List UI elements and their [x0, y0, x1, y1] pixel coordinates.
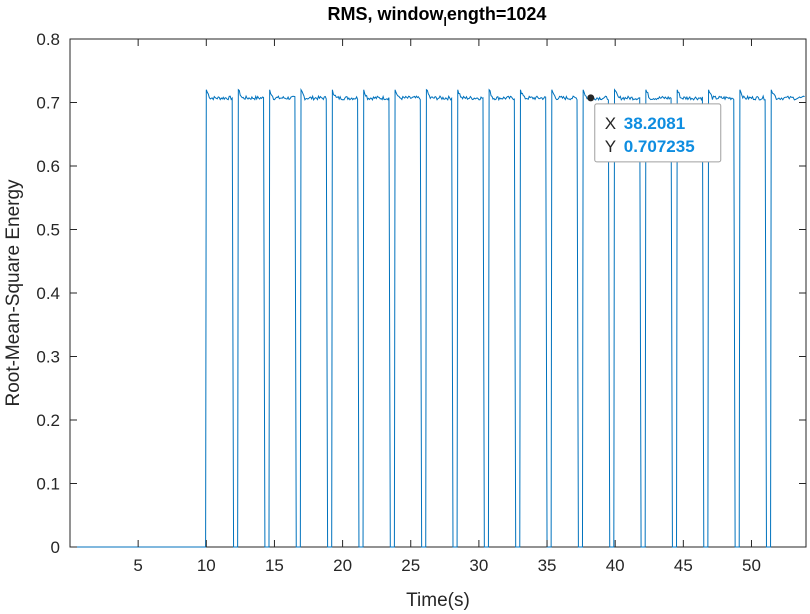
x-axis-label: Time(s)	[406, 590, 470, 611]
chart-title: RMS, windowlength=1024	[328, 4, 547, 29]
x-tick-label: 35	[538, 556, 557, 575]
y-tick-label: 0.8	[36, 30, 60, 49]
series-layer	[70, 87, 805, 548]
datatip-y-value: 0.707235	[624, 137, 695, 156]
x-tick-label: 10	[197, 556, 216, 575]
datatip-x-value: 38.2081	[624, 114, 685, 133]
x-tick-label: 50	[742, 556, 761, 575]
y-tick-label: 0.2	[36, 411, 60, 430]
series-line	[70, 87, 805, 548]
y-axis-label: Root-Mean-Square Energy	[3, 179, 24, 407]
y-tick-label: 0.7	[36, 94, 60, 113]
chart-title-subscript: l	[444, 15, 447, 29]
x-tick-label: 15	[265, 556, 284, 575]
datatip-x-key: X	[605, 114, 616, 133]
y-tick-label: 0.5	[36, 221, 60, 240]
x-tick-label: 25	[401, 556, 420, 575]
y-tick-label: 0	[51, 538, 60, 557]
x-tick-label: 30	[469, 556, 488, 575]
chart-title-main: RMS, window	[328, 4, 445, 24]
x-tick-label: 20	[333, 556, 352, 575]
datatip-y-key: Y	[605, 137, 616, 156]
x-axis: 5 10 15 20 25 30 35 40 45 50	[133, 39, 761, 575]
y-tick-label: 0.3	[36, 348, 60, 367]
y-tick-label: 0.4	[36, 284, 60, 303]
datatip-box	[594, 103, 722, 163]
datatip[interactable]: X 38.2081 Y 0.707235	[587, 94, 722, 163]
x-tick-label: 45	[674, 556, 693, 575]
y-axis: 0 0.1 0.2 0.3 0.4 0.5 0.6 0.7 0.8	[36, 30, 806, 557]
chart-title-end: ength=1024	[447, 4, 547, 24]
y-tick-label: 0.1	[36, 475, 60, 494]
datatip-marker[interactable]	[587, 94, 595, 102]
y-tick-label: 0.6	[36, 157, 60, 176]
x-tick-label: 40	[606, 556, 625, 575]
x-tick-label: 5	[133, 556, 142, 575]
